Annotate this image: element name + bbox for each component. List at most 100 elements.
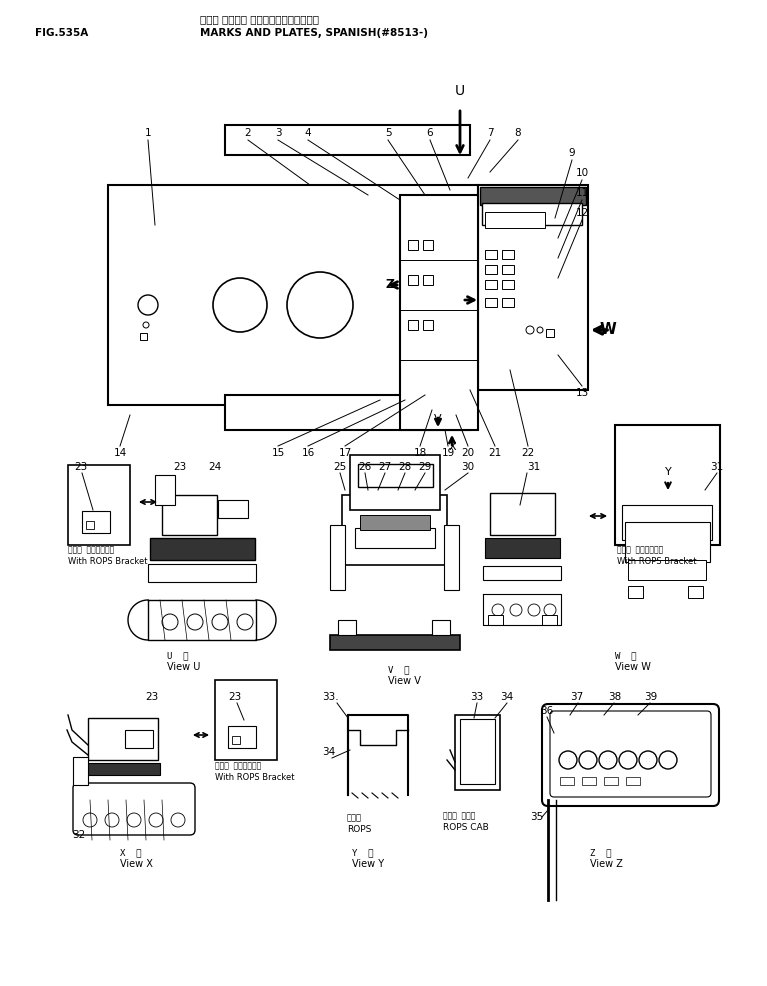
Bar xyxy=(485,298,497,307)
Bar xyxy=(86,521,94,529)
Text: ロブス キャブ: ロブス キャブ xyxy=(443,811,476,820)
Text: ロブス ブラケット付: ロブス ブラケット付 xyxy=(68,545,114,554)
Bar xyxy=(485,265,497,274)
Text: 2: 2 xyxy=(245,128,252,138)
Text: 14: 14 xyxy=(114,448,127,458)
Bar xyxy=(460,719,495,784)
Bar xyxy=(485,538,560,558)
Bar xyxy=(225,125,470,155)
Text: ロブス: ロブス xyxy=(347,813,362,822)
Circle shape xyxy=(544,604,556,616)
Text: 23: 23 xyxy=(74,462,87,472)
Text: Z: Z xyxy=(386,278,395,292)
Bar xyxy=(80,785,190,800)
Bar xyxy=(228,726,256,748)
Circle shape xyxy=(105,813,119,827)
Bar xyxy=(330,525,345,590)
Text: 21: 21 xyxy=(489,448,502,458)
Bar xyxy=(478,185,588,390)
Text: マーク オヨビ・ プレート（スペインゴ）: マーク オヨビ・ プレート（スペインゴ） xyxy=(200,14,319,24)
Circle shape xyxy=(149,813,163,827)
Text: 25: 25 xyxy=(334,462,347,472)
Bar xyxy=(150,538,255,560)
Circle shape xyxy=(287,272,353,338)
FancyBboxPatch shape xyxy=(550,711,711,797)
Text: 1: 1 xyxy=(145,128,151,138)
Bar xyxy=(546,329,554,337)
Text: 37: 37 xyxy=(570,692,583,702)
Text: With ROPS Bracket: With ROPS Bracket xyxy=(215,773,295,782)
Bar xyxy=(483,566,561,580)
Text: Y: Y xyxy=(665,467,671,477)
Text: 19: 19 xyxy=(441,448,455,458)
Text: U: U xyxy=(455,84,465,98)
Bar xyxy=(140,333,147,340)
Bar xyxy=(502,250,514,259)
Bar xyxy=(360,515,430,530)
Bar xyxy=(502,265,514,274)
Bar xyxy=(162,495,217,535)
Text: 12: 12 xyxy=(575,208,588,218)
Text: 13: 13 xyxy=(575,388,588,398)
Bar xyxy=(628,560,706,580)
Text: 29: 29 xyxy=(418,462,432,472)
Text: 3: 3 xyxy=(275,128,281,138)
Bar xyxy=(485,212,545,228)
Text: 10: 10 xyxy=(575,168,588,178)
Circle shape xyxy=(526,326,534,334)
Circle shape xyxy=(237,614,253,630)
Text: View Y: View Y xyxy=(352,859,384,869)
Circle shape xyxy=(559,751,577,769)
Bar xyxy=(628,586,643,598)
Text: Y  様: Y 様 xyxy=(352,848,374,857)
Text: 23: 23 xyxy=(146,692,159,702)
Circle shape xyxy=(83,813,97,827)
Circle shape xyxy=(659,751,677,769)
Bar xyxy=(330,635,460,650)
Bar xyxy=(502,298,514,307)
Bar xyxy=(355,528,435,548)
Text: 22: 22 xyxy=(522,448,535,458)
Circle shape xyxy=(528,604,540,616)
Bar xyxy=(480,187,586,205)
Text: X  様: X 様 xyxy=(120,848,141,857)
Text: 9: 9 xyxy=(568,148,575,158)
Bar xyxy=(342,495,447,565)
Text: ROPS CAB: ROPS CAB xyxy=(443,823,489,832)
Text: X: X xyxy=(448,442,456,452)
Text: 23: 23 xyxy=(228,692,242,702)
Text: View Z: View Z xyxy=(590,859,623,869)
Circle shape xyxy=(510,604,522,616)
Bar xyxy=(215,680,277,760)
Bar xyxy=(502,280,514,289)
Bar xyxy=(408,320,418,330)
Bar xyxy=(218,500,248,518)
Bar xyxy=(350,455,440,510)
Text: 31: 31 xyxy=(710,462,723,472)
Text: 15: 15 xyxy=(272,448,285,458)
Bar xyxy=(423,275,433,285)
Bar xyxy=(358,464,433,487)
Bar xyxy=(604,777,618,785)
Text: With ROPS Bracket: With ROPS Bracket xyxy=(68,557,147,566)
Bar xyxy=(148,564,256,582)
Text: 32: 32 xyxy=(72,830,85,840)
Circle shape xyxy=(619,751,637,769)
Text: FIG.535A: FIG.535A xyxy=(35,28,88,38)
Text: 16: 16 xyxy=(301,448,314,458)
Text: 28: 28 xyxy=(398,462,412,472)
Text: ROPS: ROPS xyxy=(347,825,371,834)
Circle shape xyxy=(579,751,597,769)
Text: 18: 18 xyxy=(413,448,426,458)
Bar xyxy=(444,525,459,590)
Text: 35: 35 xyxy=(530,812,543,822)
FancyBboxPatch shape xyxy=(73,783,195,835)
Text: V: V xyxy=(434,414,442,424)
Text: 39: 39 xyxy=(644,692,657,702)
Text: 11: 11 xyxy=(575,188,588,198)
Bar xyxy=(423,320,433,330)
Bar xyxy=(408,275,418,285)
Bar xyxy=(338,620,356,635)
Text: View W: View W xyxy=(615,662,651,672)
Text: View V: View V xyxy=(388,676,421,686)
